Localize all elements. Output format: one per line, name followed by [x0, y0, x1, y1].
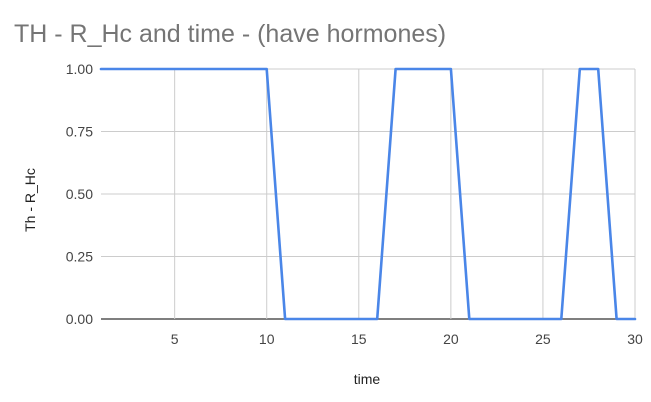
y-axis-title: Th - R_Hc: [22, 168, 38, 232]
x-tick-label: 25: [535, 331, 551, 347]
series-layer: [99, 67, 637, 321]
x-tick-label: 10: [259, 331, 275, 347]
chart-title: TH - R_Hc and time - (have hormones): [14, 20, 446, 48]
x-tick-label: 15: [351, 331, 367, 347]
x-tick-label: 30: [627, 331, 643, 347]
x-tick-label: 5: [171, 331, 179, 347]
series-line: [99, 67, 637, 321]
y-tick-label: 0.00: [66, 311, 93, 327]
y-tick-label: 0.75: [66, 124, 93, 140]
y-tick-label: 0.25: [66, 249, 93, 265]
x-tick-label: 20: [443, 331, 459, 347]
y-tick-label: 1.00: [66, 61, 93, 77]
x-axis-title: time: [354, 371, 381, 387]
x-axis-ticks: 5 10 15 20 25 30: [171, 331, 643, 347]
y-axis-ticks: 0.00 0.25 0.50 0.75 1.00: [66, 61, 93, 327]
y-tick-label: 0.50: [66, 186, 93, 202]
